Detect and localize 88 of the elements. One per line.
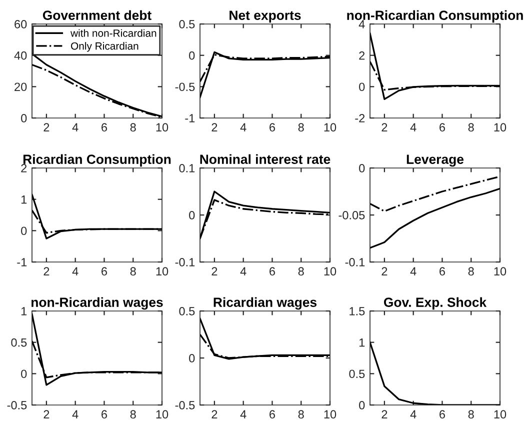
x-tick-label: 6: [102, 410, 107, 419]
x-tick-label: 6: [102, 267, 107, 276]
x-tick-label: 4: [240, 267, 246, 276]
x-tick-label: 8: [130, 410, 136, 419]
y-tick-label: -0.05: [338, 211, 365, 220]
x-tick-label: 10: [494, 267, 506, 276]
x-tick-label: 2: [44, 123, 50, 132]
y-tick-label: 20: [14, 82, 27, 92]
y-tick-label: 0: [21, 370, 27, 378]
y-tick-label: 0: [189, 211, 195, 220]
y-tick-label: 0: [189, 51, 195, 60]
x-tick-label: 6: [440, 123, 445, 132]
y-tick-label: -0.5: [175, 401, 195, 410]
x-tick-label: 2: [382, 410, 388, 418]
legend-label: with non-Ricardian: [70, 29, 156, 37]
x-tick-label: 4: [410, 267, 416, 276]
chart-title: non-Ricardian wages: [32, 297, 163, 310]
x-tick-label: 2: [212, 410, 218, 418]
x-tick-label: 4: [240, 123, 246, 132]
x-tick-label: 6: [440, 267, 445, 276]
y-tick-label: -2: [355, 114, 365, 122]
y-tick-label: -1: [185, 114, 195, 122]
x-tick-label: 8: [298, 267, 304, 276]
x-tick-label: 8: [130, 123, 136, 132]
y-tick-label: 0.5: [11, 338, 27, 347]
x-tick-label: 4: [410, 123, 416, 132]
x-tick-label: 6: [270, 267, 275, 276]
y-tick-label: 60: [14, 20, 27, 28]
x-tick-label: 6: [270, 123, 275, 132]
x-tick-label: 6: [440, 410, 445, 419]
chart-title: Government debt: [42, 10, 152, 20]
x-tick-label: 8: [468, 267, 474, 276]
y-tick-label: 1.5: [350, 307, 365, 316]
y-tick-label: 0: [21, 114, 27, 122]
y-tick-label: 0: [359, 82, 365, 92]
chart-title: Gov. Exp. Shock: [384, 297, 487, 310]
y-tick-label: 40: [14, 51, 27, 60]
y-tick-label: 1: [21, 307, 27, 316]
chart-title: Ricardian wages: [214, 297, 317, 310]
x-tick-label: 4: [410, 410, 416, 418]
y-tick-label: 0.5: [179, 307, 195, 316]
y-tick-label: 0: [189, 354, 195, 362]
y-tick-label: 1: [359, 338, 365, 347]
y-tick-label: 0: [359, 164, 365, 172]
x-tick-label: 6: [270, 410, 275, 419]
y-tick-label: 2: [21, 164, 27, 172]
y-tick-label: -0.1: [175, 258, 195, 266]
x-tick-label: 2: [212, 123, 218, 132]
y-tick-label: -0.5: [7, 401, 27, 410]
chart-title: Net exports: [230, 10, 301, 23]
y-tick-label: -0.1: [345, 258, 365, 266]
x-tick-label: 10: [156, 123, 168, 132]
y-tick-label: 2: [359, 51, 365, 60]
x-tick-label: 10: [494, 123, 506, 132]
line-series: [370, 176, 500, 212]
x-tick-label: 4: [72, 123, 78, 132]
line-series: [370, 188, 500, 249]
x-tick-label: 10: [494, 410, 506, 419]
y-tick-label: 0.5: [179, 20, 195, 28]
x-tick-label: 8: [298, 123, 304, 132]
x-tick-label: 2: [44, 410, 50, 418]
x-tick-label: 6: [102, 123, 107, 132]
x-tick-label: 2: [382, 123, 388, 132]
chart-title: Leverage: [406, 154, 464, 167]
x-tick-label: 10: [156, 267, 168, 276]
chart-title: Nominal interest rate: [200, 154, 330, 164]
y-tick-label: 0: [21, 226, 27, 236]
legend-label: Only Ricardian: [71, 42, 138, 52]
x-tick-label: 10: [324, 267, 336, 276]
y-tick-label: -1: [17, 258, 27, 266]
x-tick-label: 8: [298, 410, 304, 419]
y-tick-label: 0.1: [179, 164, 195, 172]
y-tick-label: 0: [359, 401, 365, 410]
y-tick-label: 1: [21, 195, 27, 204]
x-tick-label: 8: [468, 410, 474, 419]
x-tick-label: 2: [382, 267, 388, 276]
x-tick-label: 4: [72, 410, 78, 418]
x-tick-label: 2: [212, 267, 218, 276]
x-tick-label: 10: [156, 410, 168, 419]
y-tick-label: 0.5: [349, 370, 365, 378]
x-tick-label: 8: [468, 123, 474, 132]
x-tick-label: 10: [324, 123, 336, 132]
x-tick-label: 10: [324, 410, 336, 419]
y-tick-label: -0.5: [175, 82, 195, 92]
x-tick-label: 4: [72, 267, 78, 276]
x-tick-label: 8: [130, 267, 136, 276]
x-tick-label: 4: [240, 410, 246, 418]
x-tick-label: 2: [44, 267, 50, 276]
